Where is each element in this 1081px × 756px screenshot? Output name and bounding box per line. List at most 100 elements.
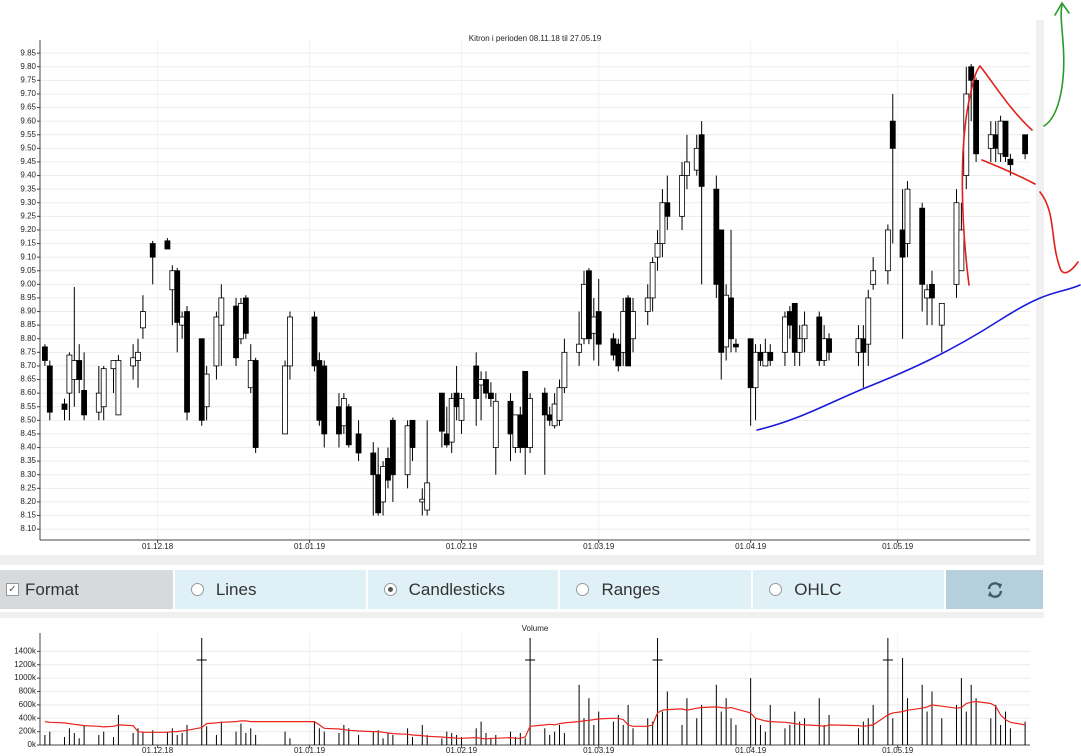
candle-body [483,379,489,394]
candle-body [115,360,122,416]
candle-body [801,324,808,340]
x-tick-label: 01.01.19 [294,542,326,551]
x-tick-label: 01.04.19 [735,542,767,551]
candle-body [556,387,563,421]
radio[interactable] [190,583,204,596]
candle-body [522,370,529,448]
blue-trend-line [756,284,1081,431]
candle-body [517,414,524,448]
radio[interactable] [576,583,590,596]
y-tick-label: 8.10 [20,524,36,533]
radio[interactable] [769,583,783,596]
checkbox[interactable]: ✓ [6,583,19,596]
candle-body [1022,134,1028,155]
y-tick-label: 9.30 [20,198,36,207]
candle-body [728,297,734,340]
y-tick-label: 9.65 [20,103,36,112]
candle-body [252,360,259,448]
candle-body [590,316,597,334]
candle-body [767,351,774,361]
candle-body [757,351,764,361]
candle-body [595,311,602,345]
y-tick-label: 0k [28,740,37,749]
candle-body [992,134,999,149]
candle-body [698,134,705,187]
candle-body [404,425,411,476]
y-tick-label: 9.75 [20,75,36,84]
candle-body [576,343,583,353]
candle-body [581,283,587,340]
refresh-icon [987,581,1002,598]
candle-body [826,338,832,353]
candle-body [762,351,769,367]
y-tick-label: 8.15 [20,511,36,520]
chart-title: Kitron i perioden 08.11.18 til 27.05.19 [469,34,602,43]
candle-body [786,311,793,326]
candle-body [664,202,671,217]
option[interactable]: Candlesticks [367,570,561,609]
candle-body [865,297,872,345]
candle-body [586,270,592,340]
y-tick-label: 9.40 [20,171,36,180]
candle-body [860,338,867,353]
candle-body [233,305,239,359]
y-tick-label: 8.90 [20,307,36,316]
candle-body [693,147,700,171]
candle-body [659,202,666,244]
candle-body [791,302,798,353]
y-tick-label: 8.50 [20,415,36,424]
candle-body [76,360,83,380]
refresh-button[interactable] [946,570,1043,609]
y-tick-label: 400k [19,713,37,722]
candle-body [424,482,431,511]
option[interactable]: Lines [174,570,368,609]
candle-body [821,338,828,361]
y-tick-label: 8.70 [20,361,36,370]
panel-edge [1036,20,1044,560]
x-tick-label: 01.12.18 [142,746,174,755]
option[interactable]: Ranges [560,570,754,609]
x-tick-label: 01.02.19 [446,542,478,551]
candle-body [625,297,632,367]
candle-body [174,270,181,323]
candle-body [492,400,499,448]
radio[interactable] [383,583,397,596]
y-tick-label: 8.35 [20,456,36,465]
candle-body [198,338,205,421]
candle-body [321,365,328,435]
candle-body [997,120,1004,155]
y-tick-label: 8.40 [20,443,36,452]
y-tick-label: 9.60 [20,116,36,125]
format-toggle[interactable]: ✓ Format [0,570,175,609]
candle-body [380,466,386,503]
candle-body [620,311,627,353]
candle-body [713,188,720,285]
y-tick-label: 9.35 [20,184,36,193]
candle-body [733,343,739,348]
candle-body [958,229,965,272]
candle-body [42,346,48,361]
candle-body [507,400,514,435]
candle-body [870,270,877,285]
candle-body [752,351,759,389]
candle-body [345,406,352,446]
candle-body [561,351,568,389]
y-tick-label: 8.80 [20,334,36,343]
candle-body [816,316,823,361]
candle-body [855,338,862,353]
candle-body [453,392,460,408]
y-tick-label: 1000k [14,673,37,682]
y-tick-label: 8.25 [20,483,36,492]
candle-body [100,368,107,408]
candle-body [679,175,685,217]
option[interactable]: OHLC [753,570,947,609]
y-tick-label: 9.70 [20,89,36,98]
candle-body [385,458,391,481]
candle-body [644,297,651,312]
candle-body [135,351,141,361]
candle-body [81,390,88,416]
candle-body [747,338,754,389]
candle-body [610,338,617,356]
